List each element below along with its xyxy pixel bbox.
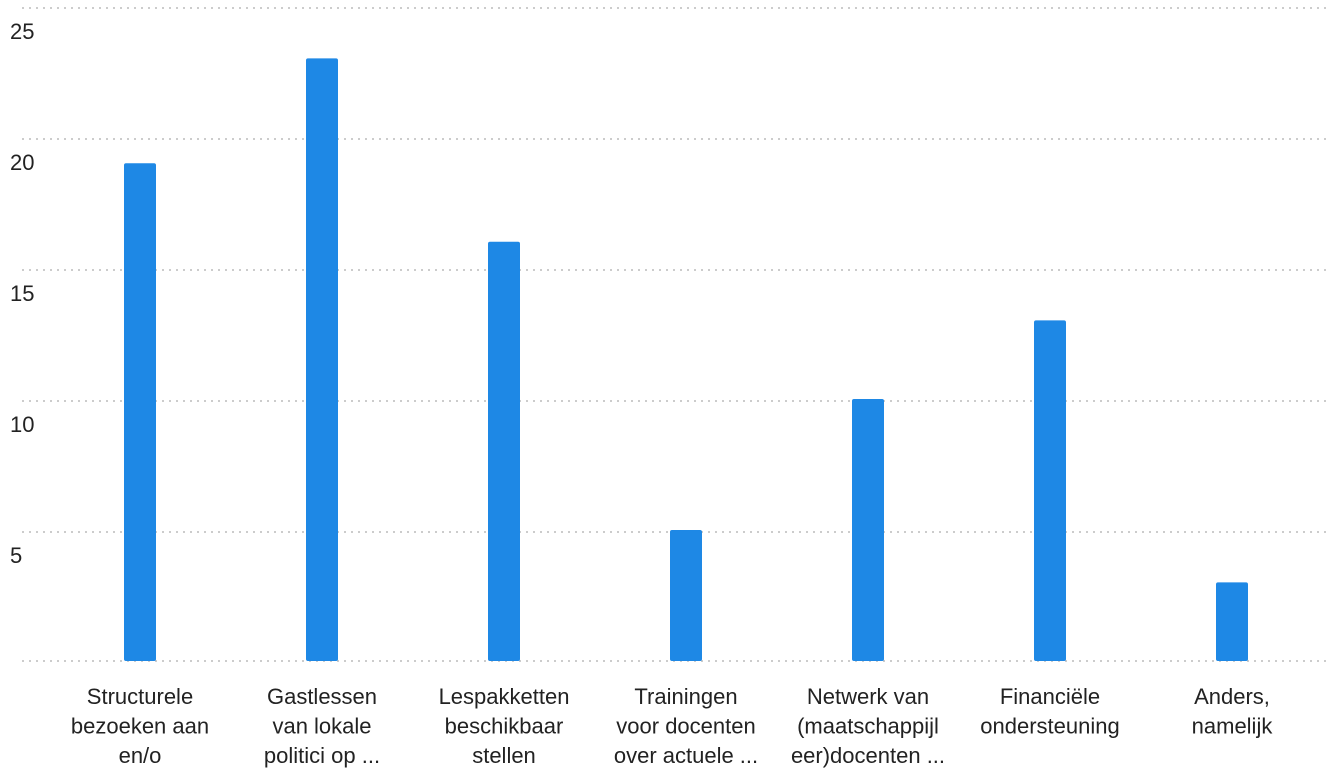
bar [852,399,884,661]
x-tick-label: Financiële [1000,684,1100,709]
x-tick-label: Lespakketten [439,684,570,709]
x-tick-label: (maatschappijl [797,714,939,739]
x-tick-label: bezoeken aan [71,714,209,739]
x-tick-label: en/o [119,743,162,768]
x-tick-label: van lokale [272,714,371,739]
y-tick-label: 5 [10,543,22,568]
x-tick-label: Trainingen [634,684,737,709]
x-tick-label: voor docenten [616,714,755,739]
bar [1034,320,1066,661]
x-tick-label: Netwerk van [807,684,929,709]
x-tick-label: stellen [472,743,536,768]
x-tick-label: Anders, [1194,684,1270,709]
y-tick-label: 25 [10,19,34,44]
y-tick-label: 10 [10,412,34,437]
x-tick-label: Gastlessen [267,684,377,709]
x-tick-label: ondersteuning [980,714,1119,739]
bar [306,58,338,661]
bar [124,163,156,661]
x-tick-label: over actuele ... [614,743,758,768]
bar [670,530,702,661]
x-tick-label: eer)docenten ... [791,743,945,768]
bar [488,241,520,662]
x-tick-label: politici op ... [264,743,380,768]
x-tick-label: Structurele [87,684,193,709]
y-tick-label: 15 [10,281,34,306]
y-tick-label: 20 [10,150,34,175]
bar [1216,582,1248,661]
x-tick-label: namelijk [1192,714,1274,739]
x-tick-label: beschikbaar [445,714,564,739]
